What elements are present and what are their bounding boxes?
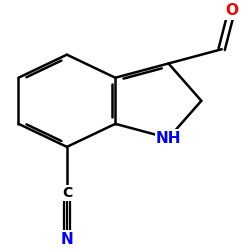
Text: C: C [62,186,72,200]
Text: N: N [60,232,73,246]
Text: O: O [225,4,238,18]
Text: NH: NH [156,130,181,146]
